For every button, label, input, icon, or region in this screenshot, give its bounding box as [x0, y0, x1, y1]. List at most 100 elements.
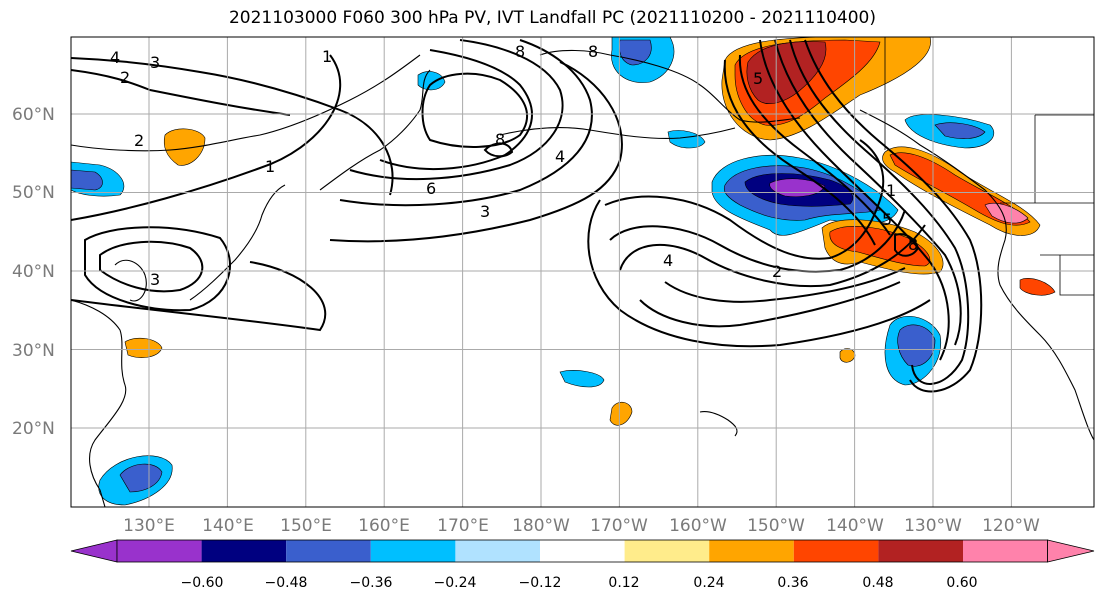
contour-line-12 — [483, 142, 514, 158]
colorbar-segment — [709, 540, 794, 562]
coastline-kamchatka — [319, 69, 431, 191]
lat-label-40n: 40°N — [12, 262, 55, 282]
negative-anomaly-gulf-inner — [667, 130, 706, 149]
lon-label: 150°W — [747, 516, 805, 536]
colorbar-segment — [117, 540, 202, 562]
contour-line-16 — [639, 281, 901, 328]
lon-label: 170°E — [437, 516, 489, 536]
graticule — [71, 37, 1094, 507]
colorbar-extend-high — [1047, 539, 1095, 563]
negative-anomaly-siberia-core — [71, 169, 103, 191]
colorbar-extend-low — [70, 539, 118, 563]
contour-label: 2 — [134, 131, 144, 150]
lat-label-60n: 60°N — [12, 105, 55, 125]
contour-line-21 — [789, 39, 970, 385]
colorbar-segment — [370, 540, 456, 562]
contour-line-9 — [349, 39, 564, 181]
contour-line-8 — [339, 39, 593, 207]
contour-line-3 — [71, 57, 394, 196]
contour-label: 5 — [753, 69, 763, 88]
contour-line-10 — [379, 49, 533, 171]
coastline-japan — [189, 184, 286, 301]
lon-label: 170°W — [590, 516, 648, 536]
lon-label: 160°E — [358, 516, 410, 536]
colorbar-outline — [116, 539, 1048, 563]
colorbar-label: 0.12 — [608, 575, 639, 591]
contour-label: 6 — [426, 179, 436, 198]
map-title: 2021103000 F060 300 hPa PV, IVT Landfall… — [228, 8, 876, 28]
colorbar-segment — [624, 540, 710, 562]
longitude-labels: 130°E 140°E 150°E 160°E 170°E 180°W 170°… — [123, 516, 1040, 536]
contour-line-2 — [71, 69, 291, 116]
contour-label: 8 — [588, 42, 598, 61]
latitude-labels: 60°N 50°N 40°N 30°N 20°N — [12, 105, 55, 439]
contour-line-25 — [894, 233, 920, 257]
contour-label: 8 — [495, 130, 505, 149]
colorbar-label: −0.12 — [519, 575, 562, 591]
contour-label: 3 — [150, 53, 160, 72]
contour-line-4 — [71, 261, 327, 332]
lon-label: 120°W — [982, 516, 1040, 536]
lon-label: 160°W — [669, 516, 727, 536]
colorbar-segment — [963, 540, 1048, 562]
colorbar-segment — [878, 540, 963, 562]
colorbar-label: −0.60 — [181, 575, 224, 591]
contour-line-14 — [609, 209, 906, 273]
lon-label: 150°E — [280, 516, 332, 536]
negative-anomaly-west-pacific-low-core — [897, 324, 936, 367]
contour-line-17 — [664, 267, 906, 303]
contour-line-13 — [604, 139, 885, 260]
contour-label: 3 — [480, 202, 490, 221]
contour-line-7 — [329, 61, 623, 243]
colorbar-label: 0.24 — [693, 575, 724, 591]
positive-anomaly-baja — [1019, 278, 1056, 296]
lat-label-20n: 20°N — [12, 419, 55, 439]
coastlines — [71, 49, 1094, 507]
colorbar-segment — [793, 540, 879, 562]
shaded-anomalies — [71, 37, 1056, 506]
contour-line-20 — [774, 39, 962, 346]
negative-anomaly-yukon-core — [934, 122, 986, 139]
contour-label: 1 — [322, 47, 332, 66]
colorbar-label: −0.48 — [265, 575, 308, 591]
contour-label: 4 — [663, 251, 673, 270]
coastline-alaska — [539, 49, 801, 123]
contour-line-22 — [804, 39, 983, 393]
positive-anomaly-west-pacific — [124, 337, 163, 358]
contour-line-1 — [71, 54, 342, 221]
contour-label: 8 — [908, 235, 918, 254]
map-area — [71, 37, 1094, 507]
contour-labels: 2 3 4 1 1 2 3 6 3 8 8 8 4 4 2 5 1 5 8 — [110, 42, 918, 289]
lon-label: 140°W — [826, 516, 884, 536]
coastline-korea — [114, 259, 147, 302]
colorbar-labels: −0.60 −0.48 −0.36 −0.24 −0.12 0.12 0.24 … — [181, 575, 978, 591]
contour-line-23 — [738, 54, 891, 236]
colorbar-label: 0.48 — [862, 575, 893, 591]
contour-label: 1 — [886, 181, 896, 200]
lat-label-30n: 30°N — [12, 341, 55, 361]
colorbar-segment — [455, 540, 540, 562]
contour-label: 8 — [515, 42, 525, 61]
contour-label: 5 — [882, 210, 892, 229]
contour-line-24 — [723, 59, 876, 246]
lon-label: 140°E — [202, 516, 254, 536]
colorbar-segment — [540, 540, 625, 562]
coastline-hawaii — [699, 411, 738, 437]
negative-anomaly-philippine-sea-core — [119, 463, 163, 493]
contour-label: 2 — [772, 262, 782, 281]
contour-label: 2 — [120, 68, 130, 87]
colorbar — [70, 539, 1095, 563]
lon-label: 180°W — [512, 516, 570, 536]
contour-label: 3 — [150, 270, 160, 289]
positive-anomaly-siberia — [163, 128, 206, 166]
contour-line-15 — [619, 224, 926, 288]
lon-label: 130°E — [123, 516, 175, 536]
coastline-siberia-north — [71, 54, 421, 152]
colorbar-label: −0.24 — [434, 575, 477, 591]
pv-contours — [71, 39, 983, 393]
colorbar-segment — [201, 540, 287, 562]
lat-label-50n: 50°N — [12, 183, 55, 203]
contour-label: 1 — [265, 157, 275, 176]
map-background — [71, 37, 1094, 507]
contour-line-18 — [587, 199, 931, 348]
